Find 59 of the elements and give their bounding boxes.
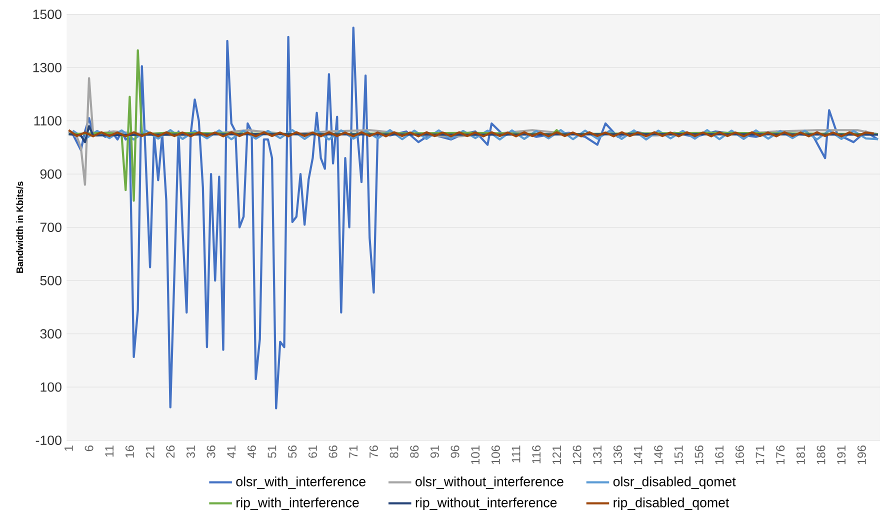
x-tick-label: 71	[349, 446, 358, 458]
y-axis-title: Bandwidth in Kbits/s	[16, 182, 24, 273]
y-tick-label: 900	[40, 169, 62, 179]
x-tick-label: 116	[532, 446, 541, 464]
y-tick-label: -100	[36, 436, 62, 446]
x-tick-label: 126	[572, 446, 582, 464]
x-tick-label: 186	[816, 446, 826, 464]
x-tick-label: 156	[694, 446, 704, 464]
x-tick-label: 136	[613, 446, 622, 464]
x-tick-label: 16	[125, 446, 134, 458]
x-tick-label: 11	[105, 446, 114, 457]
x-tick-label: 31	[186, 446, 195, 458]
x-tick-label: 166	[735, 446, 744, 464]
x-tick-label: 21	[146, 446, 154, 458]
x-tick-label: 121	[552, 446, 561, 464]
x-tick-label: 91	[430, 446, 439, 458]
legend-label: rip_with_interference	[236, 498, 359, 510]
x-tick-label: 196	[857, 446, 866, 464]
legend-label: rip_without_interference	[416, 498, 557, 510]
x-tick-label: 96	[450, 446, 460, 458]
x-tick-label: 106	[491, 446, 500, 464]
y-tick-label: 1100	[34, 116, 62, 126]
y-tick-label: 300	[40, 329, 62, 339]
x-tick-label: 141	[634, 446, 642, 464]
x-tick-label: 131	[593, 446, 602, 464]
legend-label: olsr_disabled_qomet	[613, 476, 736, 489]
x-tick-label: 56	[288, 446, 297, 458]
line-series	[68, 125, 880, 144]
line-series	[72, 129, 880, 141]
y-tick-label: 100	[40, 382, 62, 392]
x-tick-label: 1	[64, 446, 73, 451]
x-tick-label: 146	[654, 446, 663, 464]
x-tick-label: 191	[837, 446, 846, 464]
legend-label: olsr_without_interference	[416, 476, 564, 489]
x-tick-label: 51	[268, 446, 276, 458]
y-tick-label: 500	[40, 276, 62, 286]
x-tick-label: 6	[84, 446, 94, 452]
x-tick-label: 81	[390, 446, 398, 458]
x-tick-label: 176	[776, 446, 785, 464]
legend-label: rip_disabled_qomet	[614, 498, 730, 510]
x-tick-label: 41	[227, 446, 236, 458]
x-tick-label: 111	[512, 446, 520, 462]
x-tick-label: 151	[674, 446, 683, 464]
x-tick-label: 61	[308, 446, 317, 458]
x-tick-label: 101	[471, 446, 480, 464]
legend-label: olsr_with_interference	[236, 476, 366, 489]
y-tick-label: 1300	[33, 62, 62, 72]
line-series	[68, 129, 875, 138]
x-tick-label: 181	[796, 446, 805, 464]
y-tick-label: 700	[40, 222, 62, 232]
x-tick-label: 161	[715, 446, 724, 464]
x-tick-label: 46	[247, 446, 256, 458]
x-tick-label: 36	[206, 446, 216, 458]
x-tick-label: 26	[166, 446, 175, 458]
y-tick-label: 1500	[33, 10, 62, 20]
x-tick-label: 171	[756, 446, 764, 464]
x-tick-label: 76	[369, 446, 378, 458]
x-tick-label: 66	[328, 446, 338, 458]
x-tick-label: 86	[410, 446, 419, 458]
